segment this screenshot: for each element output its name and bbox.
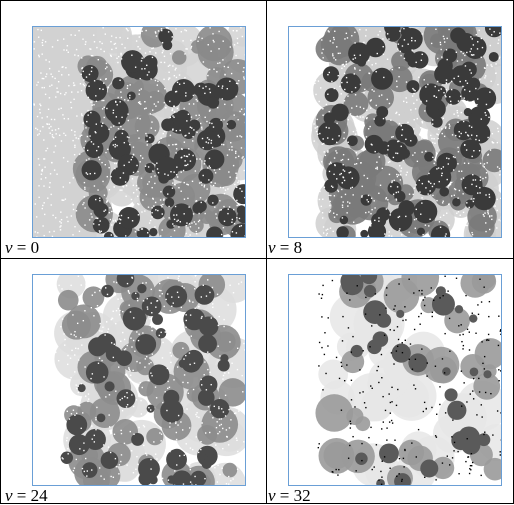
simulation-image-v24	[33, 275, 245, 485]
simulation-panel-v24	[32, 274, 246, 486]
simulation-panel-v0	[32, 26, 246, 238]
simulation-image-v8	[289, 27, 501, 237]
grid-border-top	[0, 0, 514, 1]
simulation-image-v0	[33, 27, 245, 237]
simulation-panel-v32	[288, 274, 502, 486]
simulation-image-v32	[289, 275, 501, 485]
label-value: = 0	[13, 238, 40, 257]
simulation-panel-v8	[288, 26, 502, 238]
panel-label-v8: v = 8	[268, 239, 302, 256]
grid-border-left	[0, 0, 1, 504]
label-value: = 8	[276, 238, 303, 257]
panel-label-v32: v = 32	[268, 487, 311, 504]
grid-divider-horizontal	[0, 258, 514, 259]
label-value: = 24	[13, 486, 48, 505]
label-value: = 32	[276, 486, 311, 505]
grid-divider-vertical	[266, 0, 267, 504]
label-var: v	[5, 238, 13, 257]
panel-label-v24: v = 24	[5, 487, 48, 504]
label-var: v	[268, 486, 276, 505]
label-var: v	[5, 486, 13, 505]
panel-label-v0: v = 0	[5, 239, 39, 256]
label-var: v	[268, 238, 276, 257]
